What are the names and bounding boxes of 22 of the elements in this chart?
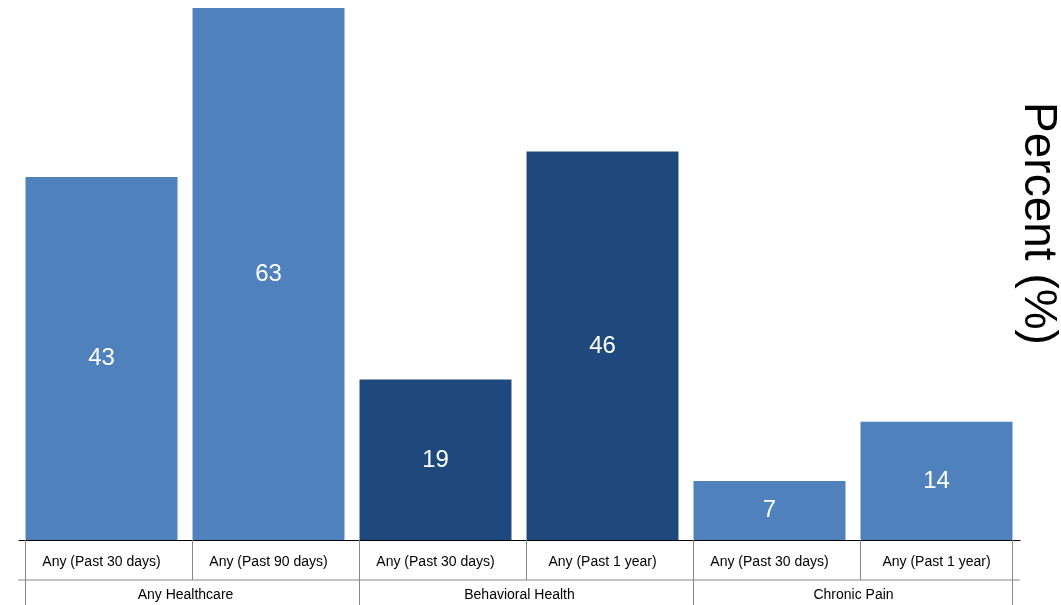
y-axis-title: Percent (%) (1014, 102, 1061, 345)
text: Any Healthcare (137, 586, 234, 602)
text: Behavioral Health (464, 586, 575, 602)
bar (192, 8, 345, 540)
bar (359, 379, 512, 540)
x-tick-label: Any (Past 90 days) (209, 552, 328, 569)
bar (860, 421, 1013, 540)
data-label: 43 (88, 343, 115, 371)
bar (25, 176, 178, 540)
data-label: 63 (255, 259, 282, 286)
x-tick-label: Any (Past 30 days) (42, 552, 161, 569)
bar (693, 480, 846, 540)
data-label: 7 (762, 495, 777, 523)
data-label: 19 (422, 444, 449, 472)
x-tick-label: Any (Past 30 days) (376, 552, 495, 569)
x-tick-label: Any (Past 1 year) (548, 552, 657, 569)
data-label: 46 (589, 330, 616, 358)
x-tick-label: Any (Past 1 year) (882, 552, 991, 569)
x-tick-label: Any (Past 30 days) (710, 552, 829, 569)
text: Chronic Pain (813, 586, 894, 602)
bar (526, 151, 679, 540)
data-label: 14 (923, 465, 950, 493)
